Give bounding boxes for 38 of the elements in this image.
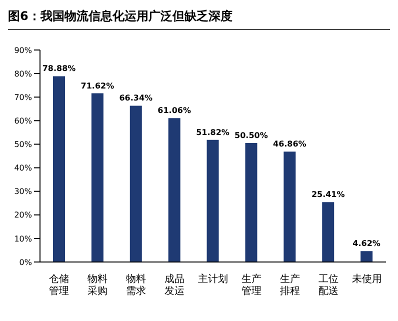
y-tick-label: 80%	[14, 69, 32, 78]
data-label: 71.62%	[80, 81, 114, 90]
x-tick-label: 仓储管理	[49, 273, 70, 297]
x-tick-label: 物料采购	[88, 273, 108, 297]
bar	[322, 202, 334, 262]
data-label: 78.88%	[42, 64, 76, 74]
x-tick-label: 生产管理	[241, 273, 262, 297]
bar	[168, 118, 180, 262]
y-tick-label: 50%	[14, 140, 32, 150]
y-tick-label: 60%	[14, 116, 32, 126]
x-tick-label: 主计划	[198, 273, 228, 285]
data-label: 25.41%	[311, 190, 345, 200]
data-label: 4.62%	[352, 239, 380, 248]
data-label: 51.82%	[196, 128, 230, 137]
bar	[245, 143, 258, 262]
data-label: 61.06%	[158, 106, 191, 116]
x-tick-label: 未使用	[352, 273, 382, 285]
bar	[360, 251, 373, 262]
bar	[206, 140, 219, 262]
data-label: 66.34%	[119, 94, 153, 103]
x-tick-label: 工位配送	[318, 273, 338, 297]
x-tick-label: 成品发运	[164, 273, 185, 297]
bar	[91, 93, 104, 262]
data-label: 46.86%	[273, 140, 306, 149]
y-tick-label: 70%	[14, 92, 32, 102]
chart-title: 图6：我国物流信息化运用广泛但缺乏深度	[8, 8, 390, 30]
y-tick-label: 40%	[14, 164, 32, 173]
x-tick-label: 生产排程	[280, 273, 300, 297]
y-tick-label: 20%	[14, 210, 32, 220]
x-tick-label: 物料需求	[126, 273, 146, 297]
data-label: 50.50%	[234, 131, 268, 140]
y-tick-label: 0%	[19, 258, 32, 267]
y-tick-label: 90%	[14, 46, 32, 55]
bar	[284, 152, 296, 262]
bar	[130, 106, 142, 262]
y-tick-label: 10%	[14, 234, 32, 244]
y-tick-label: 30%	[14, 187, 32, 196]
bar	[53, 76, 65, 262]
